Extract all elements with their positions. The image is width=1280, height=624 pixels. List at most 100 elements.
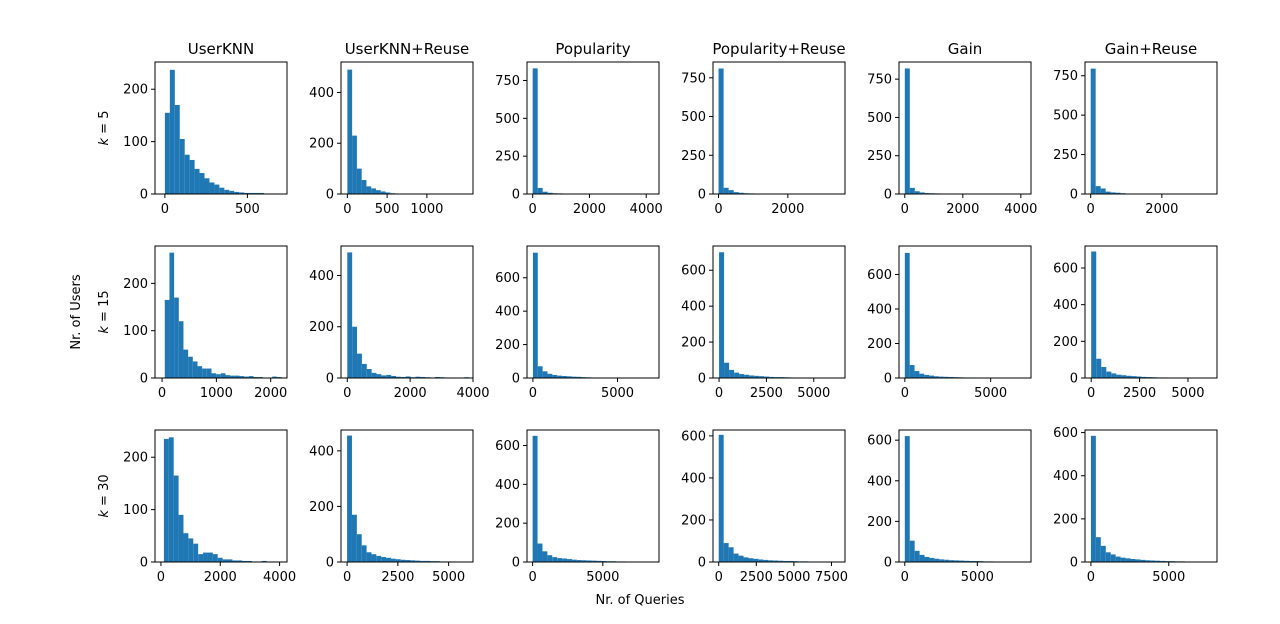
histogram-bar	[361, 363, 367, 378]
x-tick-label: 0	[1087, 386, 1095, 401]
histogram-bar	[723, 187, 729, 194]
histogram-bar	[768, 560, 774, 562]
x-tick-label: 1000	[410, 202, 443, 217]
histogram-bar	[244, 192, 250, 194]
histogram-bar	[366, 552, 372, 562]
histogram-bar	[748, 558, 754, 562]
histogram-bar	[788, 560, 794, 562]
histogram-bar	[214, 184, 220, 194]
axes-frame	[712, 429, 846, 563]
histogram-bar	[376, 374, 382, 378]
y-tick-label: 600	[1053, 426, 1078, 441]
histogram-panel: 0 2000 4000 0 250 500 750	[495, 61, 663, 217]
x-tick-label: 2000	[254, 386, 287, 401]
y-tick-label: 250	[495, 150, 520, 165]
y-tick-label: 0	[140, 556, 148, 571]
x-tick-label: 0	[715, 386, 723, 401]
x-tick-label: 2500	[750, 386, 783, 401]
histogram-bar	[571, 559, 577, 562]
histogram-bar	[1111, 373, 1117, 378]
x-tick-label: 5000	[1152, 570, 1185, 585]
histogram-panel: 0 500 0 100 200	[123, 61, 288, 217]
histogram-bar	[1090, 435, 1096, 562]
histogram-bar	[929, 557, 935, 562]
histogram-bar	[211, 373, 217, 378]
histogram-bar	[778, 560, 784, 562]
axes-frame	[154, 245, 288, 379]
histogram-bar	[758, 559, 764, 562]
histogram-bar	[366, 186, 372, 194]
histogram-bar	[376, 555, 382, 562]
histogram-bar	[919, 373, 925, 378]
histogram-bar	[943, 376, 949, 378]
histogram-bar	[596, 560, 602, 562]
histogram-bar	[371, 188, 376, 194]
histogram-bar	[566, 376, 572, 378]
histogram-bar	[396, 376, 401, 378]
histogram-bar	[351, 514, 357, 562]
histogram-panel: 0 5000 0 200 400 600	[1053, 426, 1218, 585]
axes-frame	[898, 429, 1032, 563]
histogram-bar	[938, 376, 944, 378]
histogram-bar	[173, 475, 179, 562]
x-tick-label: 0	[1087, 202, 1095, 217]
y-tick-label: 0	[884, 372, 892, 387]
x-tick-label: 5000	[961, 570, 994, 585]
x-tick-label: 2000	[394, 386, 427, 401]
histogram-bar	[552, 557, 558, 562]
row-label: k = 15	[97, 290, 112, 333]
histogram-bar	[954, 560, 960, 562]
y-tick-label: 400	[867, 474, 892, 489]
x-tick-label: 0	[343, 570, 351, 585]
histogram-bar	[385, 192, 391, 194]
histogram-bar	[197, 366, 203, 378]
y-tick-label: 200	[495, 517, 520, 532]
histogram-bar	[380, 191, 386, 194]
histogram-bar	[738, 192, 744, 194]
histogram-bar	[222, 559, 228, 562]
y-tick-label: 750	[495, 74, 520, 89]
histogram-bar	[189, 159, 195, 194]
histogram-bar	[178, 321, 184, 378]
histogram-bar	[562, 375, 567, 378]
histogram-bar	[724, 362, 730, 378]
x-tick-label: 2000	[1145, 202, 1178, 217]
histogram-bar	[247, 560, 252, 562]
x-tick-label: 5000	[1171, 386, 1204, 401]
histogram-bar	[919, 192, 925, 194]
histogram-bar	[1136, 376, 1142, 378]
x-tick-label: 5000	[432, 570, 465, 585]
histogram-bar	[168, 437, 174, 562]
y-tick-label: 200	[309, 137, 334, 152]
histogram-bar	[532, 252, 538, 378]
histogram-panel: 0 2500 5000 0 200 400 600	[1053, 245, 1218, 401]
histogram-bar	[1106, 371, 1112, 378]
histogram-bar	[415, 560, 421, 562]
histogram-bar	[224, 189, 230, 194]
histogram-bar	[1131, 376, 1137, 378]
y-tick-label: 200	[1053, 512, 1078, 527]
histogram-bar	[229, 190, 235, 194]
histogram-bar	[933, 376, 939, 378]
histogram-bar	[420, 376, 426, 378]
histogram-bar	[1101, 367, 1107, 378]
y-tick-label: 0	[326, 556, 334, 571]
x-tick-label: 5000	[777, 570, 810, 585]
histogram-bar	[934, 558, 940, 562]
histogram-bar	[924, 374, 930, 378]
histogram-bar	[1130, 558, 1136, 562]
y-tick-label: 400	[1053, 298, 1078, 313]
histogram-bar	[225, 375, 231, 378]
histogram-bar	[202, 368, 207, 378]
histogram-bar	[164, 112, 170, 194]
x-tick-label: 5000	[797, 386, 830, 401]
y-tick-label: 0	[512, 188, 520, 203]
histogram-bar	[562, 558, 568, 562]
histogram-bar	[199, 173, 205, 194]
histogram-bar	[272, 376, 277, 378]
histogram-bar	[939, 559, 945, 562]
histogram-bar	[769, 376, 775, 378]
axes-frame	[1084, 429, 1218, 563]
histogram-bar	[254, 192, 259, 194]
